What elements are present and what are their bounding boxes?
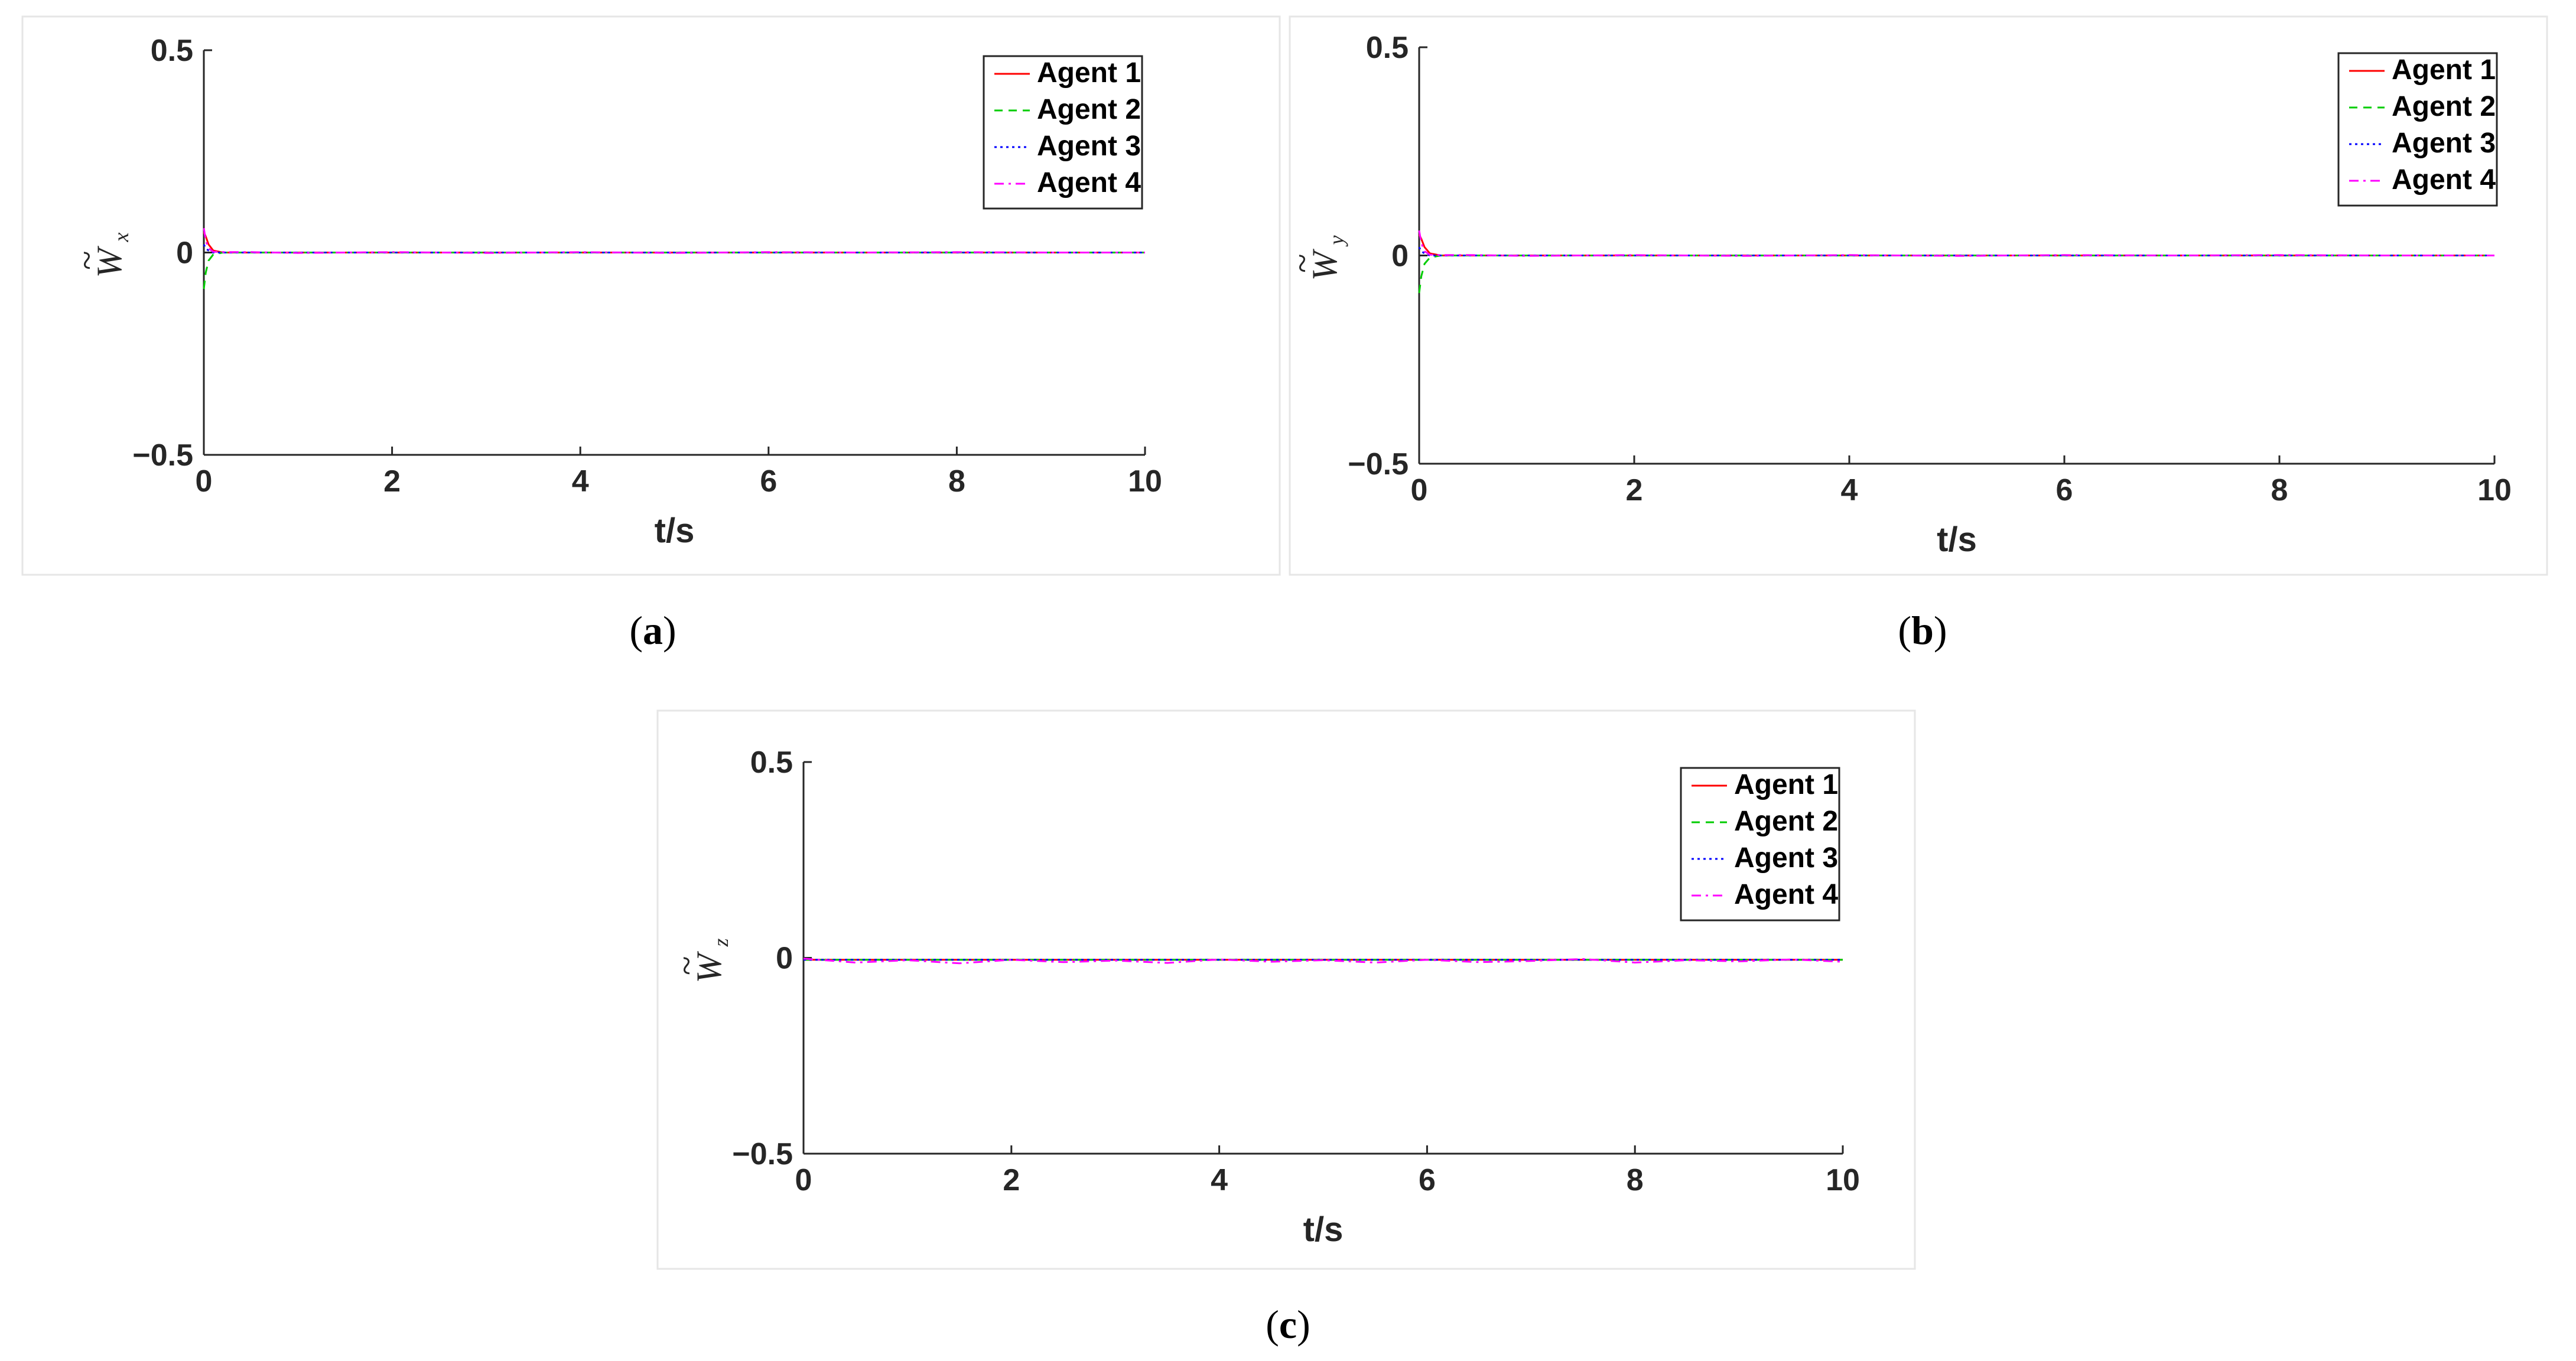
legend-label-agent-2: Agent 2 <box>1734 806 1838 837</box>
y-axis-label: W~z <box>667 938 733 983</box>
y-axis-label-base: W <box>90 245 129 278</box>
y-axis-label-subscript: x <box>109 232 133 242</box>
y-tick-label: −0.5 <box>132 438 193 473</box>
x-tick-label: 0 <box>795 1163 812 1197</box>
x-tick-label: 10 <box>2477 473 2512 507</box>
y-axis-label: W~x <box>67 232 133 278</box>
x-tick-label: 8 <box>948 464 965 499</box>
panel-caption: (a) <box>629 608 676 653</box>
y-tick-label: 0.5 <box>151 34 193 68</box>
legend-label-agent-3: Agent 3 <box>1734 842 1838 874</box>
x-axis-label: t/s <box>1303 1210 1344 1249</box>
y-tick-label: −0.5 <box>732 1137 793 1171</box>
y-axis-label-base: W <box>689 950 728 983</box>
legend-label-agent-1: Agent 1 <box>1734 769 1838 800</box>
x-axis-label: t/s <box>655 512 695 550</box>
y-axis-label: W~y <box>1283 235 1348 281</box>
series-line-agent-1 <box>1418 234 2494 256</box>
x-tick-label: 6 <box>1419 1163 1436 1197</box>
x-tick-label: 10 <box>1826 1163 1860 1197</box>
x-tick-label: 0 <box>196 464 213 499</box>
legend-label-agent-3: Agent 3 <box>1037 131 1141 162</box>
panel-caption: (b) <box>1898 608 1947 653</box>
x-tick-label: 4 <box>572 464 589 499</box>
y-axis-label-accent: ~ <box>67 251 106 270</box>
x-tick-label: 10 <box>1128 464 1162 499</box>
y-tick-label: 0 <box>776 942 793 976</box>
legend-label-agent-2: Agent 2 <box>2392 91 2496 122</box>
y-axis-label-subscript: z <box>709 938 733 947</box>
panel-frame <box>21 15 1281 576</box>
legend-label-agent-4: Agent 4 <box>1037 167 1141 198</box>
x-tick-label: 2 <box>1626 473 1643 507</box>
series-line-agent-4 <box>203 228 1145 254</box>
y-tick-label: 0 <box>1391 239 1409 273</box>
panel-caption: (c) <box>1266 1302 1310 1347</box>
panel-frame <box>656 709 1916 1270</box>
panel-frame <box>1289 15 2548 576</box>
x-tick-label: 8 <box>1627 1163 1644 1197</box>
y-tick-label: −0.5 <box>1348 447 1409 481</box>
series-line-agent-2 <box>1418 255 2494 294</box>
y-tick-label: 0 <box>176 236 193 271</box>
legend-label-agent-4: Agent 4 <box>1734 879 1838 910</box>
x-tick-label: 6 <box>2056 473 2073 507</box>
series-line-agent-1 <box>203 232 1145 253</box>
x-tick-label: 6 <box>760 464 777 499</box>
x-tick-label: 2 <box>1003 1163 1020 1197</box>
series-line-agent-3 <box>203 244 1145 253</box>
x-tick-label: 4 <box>1841 473 1858 507</box>
legend-label-agent-3: Agent 3 <box>2392 128 2496 159</box>
x-axis-label: t/s <box>1937 520 1977 559</box>
legend-label-agent-1: Agent 1 <box>1037 57 1141 89</box>
y-tick-label: 0.5 <box>1366 31 1409 65</box>
x-tick-label: 8 <box>2271 473 2288 507</box>
series-line-agent-4 <box>803 958 1843 965</box>
legend-label-agent-1: Agent 1 <box>2392 54 2496 86</box>
y-axis-label-accent: ~ <box>1283 254 1322 273</box>
series-line-agent-3 <box>1418 246 2494 256</box>
y-axis-label-accent: ~ <box>667 956 706 975</box>
x-tick-label: 2 <box>383 464 401 499</box>
y-axis-label-base: W <box>1305 248 1344 281</box>
series-line-agent-2 <box>203 252 1145 289</box>
x-tick-label: 4 <box>1211 1163 1228 1197</box>
legend-label-agent-2: Agent 2 <box>1037 94 1141 125</box>
x-tick-label: 0 <box>1411 473 1428 507</box>
legend-label-agent-4: Agent 4 <box>2392 164 2496 196</box>
y-tick-label: 0.5 <box>750 745 793 780</box>
y-axis-label-subscript: y <box>1325 235 1348 246</box>
series-line-agent-4 <box>1418 230 2494 257</box>
